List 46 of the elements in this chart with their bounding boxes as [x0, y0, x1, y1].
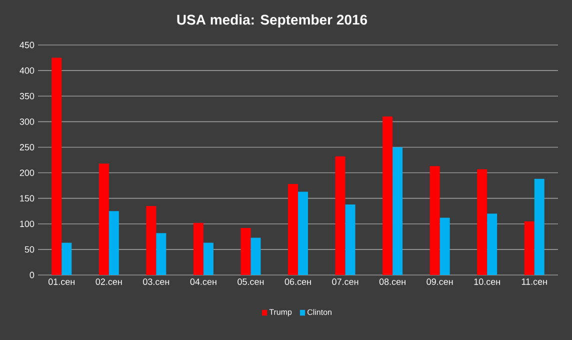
- y-tick-label: 100: [20, 220, 34, 228]
- legend-label: Trump: [269, 309, 292, 316]
- bar: [156, 233, 166, 275]
- bar: [288, 184, 298, 275]
- x-tick-label: 02.сен: [96, 278, 122, 285]
- x-tick-label: 03.сен: [143, 278, 170, 285]
- y-tick-label: 50: [24, 246, 34, 253]
- x-tick-label: 09.сен: [426, 278, 453, 285]
- y-tick-label: 150: [20, 195, 34, 202]
- x-tick-label: 10.сен: [474, 278, 500, 285]
- bar: [193, 222, 204, 275]
- x-tick-label: 06.сен: [284, 278, 311, 285]
- y-tick-label: 200: [20, 170, 34, 176]
- bar: [534, 178, 544, 275]
- bar: [250, 238, 261, 275]
- bar: [98, 164, 109, 275]
- y-tick-label: 0: [30, 272, 34, 278]
- bar: [335, 156, 346, 275]
- y-tick-label: 250: [20, 144, 34, 150]
- y-tick-label: 400: [20, 67, 34, 74]
- bar: [524, 221, 534, 275]
- y-tick-label: 450: [20, 42, 34, 48]
- bar: [430, 166, 440, 275]
- bar: [240, 228, 251, 275]
- legend-label: Clinton: [307, 309, 332, 315]
- bar: [487, 214, 498, 275]
- bar: [477, 169, 488, 275]
- bar: [440, 218, 450, 275]
- bar: [108, 211, 119, 275]
- chart-title: USA media: September 2016: [177, 14, 368, 28]
- bar: [146, 206, 156, 275]
- y-tick-label: 350: [20, 92, 34, 100]
- bar: [62, 242, 72, 275]
- x-tick-label: 01.сен: [48, 278, 75, 285]
- x-tick-label: 08.сен: [379, 278, 406, 285]
- x-tick-label: 05.сен: [238, 278, 264, 285]
- bar: [298, 192, 308, 275]
- x-tick-label: 07.сен: [332, 278, 358, 285]
- bar: [52, 58, 62, 275]
- x-tick-label: 11.сен: [522, 278, 547, 285]
- bar: [203, 242, 214, 275]
- y-tick-label: 300: [20, 118, 34, 125]
- bar: [382, 116, 393, 275]
- bar: [345, 204, 356, 275]
- x-tick-label: 04.сен: [190, 278, 216, 285]
- bar: [392, 147, 403, 275]
